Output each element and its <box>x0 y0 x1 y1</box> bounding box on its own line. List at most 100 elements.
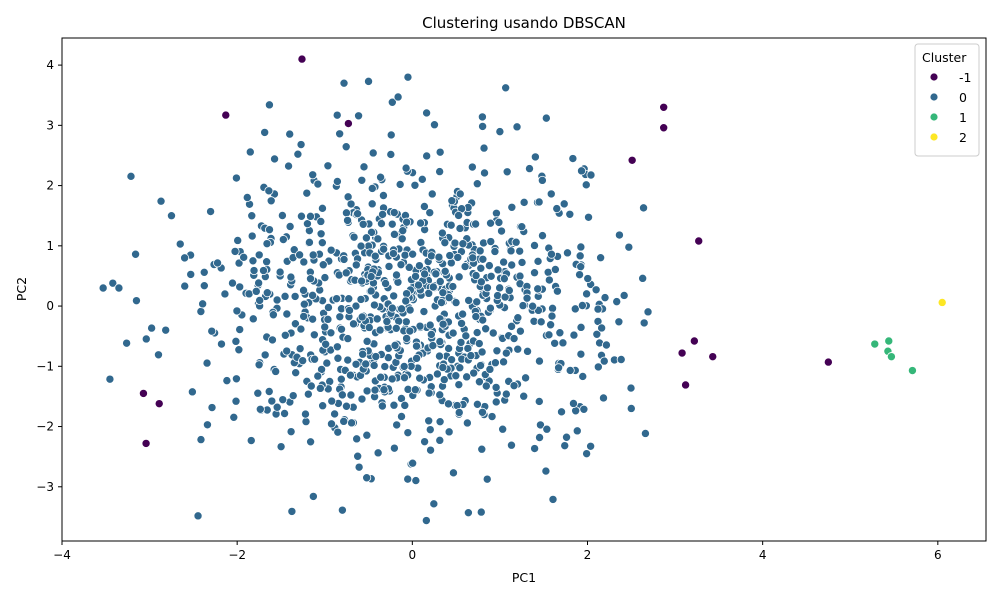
data-point-cluster-0 <box>476 263 486 273</box>
data-point-cluster-0 <box>638 273 648 283</box>
data-point-cluster-0 <box>572 426 582 436</box>
data-point-cluster-0 <box>358 219 368 229</box>
data-point-cluster-0 <box>401 163 411 173</box>
data-point-cluster-0 <box>389 400 399 410</box>
data-point-cluster-0 <box>318 260 328 270</box>
data-point-cluster-0 <box>436 298 446 308</box>
data-point-cluster-0 <box>376 372 386 382</box>
data-point-cluster-0 <box>533 284 543 294</box>
data-point-cluster-0 <box>290 319 300 329</box>
data-point-cluster-0 <box>443 399 453 409</box>
data-point-cluster-0 <box>468 253 478 263</box>
data-point-cluster-0 <box>541 113 551 123</box>
data-point-cluster-0 <box>519 391 529 401</box>
data-point-cluster-0 <box>356 294 366 304</box>
data-point-cluster-0 <box>478 254 488 264</box>
data-point-cluster-0 <box>477 407 487 417</box>
data-point-cluster-0 <box>280 291 290 301</box>
data-point-cluster-0 <box>317 238 327 248</box>
data-point-cluster-0 <box>341 142 351 152</box>
data-point-cluster-0 <box>264 386 274 396</box>
data-point-cluster-0 <box>131 296 141 306</box>
data-point-cluster-0 <box>353 209 363 219</box>
data-point-cluster-0 <box>397 411 407 421</box>
data-point-cluster-0 <box>161 325 171 335</box>
data-point-cluster-0 <box>435 276 445 286</box>
data-point-cluster-0 <box>509 334 519 344</box>
data-point-cluster-0 <box>336 324 346 334</box>
data-point-cluster-0 <box>316 216 326 226</box>
data-point-cluster-0 <box>420 437 430 447</box>
data-point-cluster-0 <box>472 297 482 307</box>
data-point-cluster-0 <box>481 324 491 334</box>
data-point-cluster-0 <box>300 409 310 419</box>
data-point-cluster-0 <box>298 356 308 366</box>
data-point-cluster-0 <box>414 261 424 271</box>
data-point-cluster-0 <box>601 340 611 350</box>
data-point-cluster-0 <box>586 170 596 180</box>
data-point-cluster-0 <box>391 323 401 333</box>
data-point-cluster-0 <box>537 175 547 185</box>
data-point-cluster-0 <box>411 271 421 281</box>
data-point-cluster-0 <box>317 203 327 213</box>
data-point-cluster-0 <box>376 172 386 182</box>
data-point-cluster-0 <box>344 294 354 304</box>
data-point-cluster-0 <box>458 239 468 249</box>
data-point-cluster-0 <box>378 190 388 200</box>
data-point-cluster-0 <box>277 211 287 221</box>
data-point-cluster-0 <box>230 246 240 256</box>
data-point-cluster-0 <box>428 282 438 292</box>
data-point-cluster-0 <box>272 402 282 412</box>
x-tick-label: −4 <box>53 548 71 562</box>
legend-label: 2 <box>959 130 967 145</box>
data-point-cluster-0 <box>362 386 372 396</box>
data-point-cluster-0 <box>278 395 288 405</box>
data-point-cluster-0 <box>247 231 257 241</box>
data-point-cluster-0 <box>141 334 151 344</box>
data-point-cluster--1 <box>297 54 307 64</box>
data-point-cluster-0 <box>299 311 309 321</box>
data-point-cluster-0 <box>389 443 399 453</box>
data-point-cluster-0 <box>530 268 540 278</box>
data-point-cluster-0 <box>512 122 522 132</box>
data-point-cluster-0 <box>519 197 529 207</box>
data-point-cluster-0 <box>400 250 410 260</box>
data-point-cluster-0 <box>447 196 457 206</box>
data-point-cluster-0 <box>346 199 356 209</box>
data-point-cluster-0 <box>254 278 264 288</box>
data-point-cluster-0 <box>486 271 496 281</box>
data-point-cluster-0 <box>390 340 400 350</box>
data-point-cluster-0 <box>362 430 372 440</box>
data-point-cluster-0 <box>367 183 377 193</box>
data-point-cluster-0 <box>454 210 464 220</box>
data-point-cluster-0 <box>454 272 464 282</box>
data-point-cluster-0 <box>422 151 432 161</box>
data-point-cluster--1 <box>677 348 687 358</box>
data-point-cluster-0 <box>308 250 318 260</box>
x-tick-label: 0 <box>409 548 417 562</box>
data-point-cluster-0 <box>295 344 305 354</box>
chart-title: Clustering usando DBSCAN <box>422 14 626 32</box>
data-point-cluster-0 <box>341 208 351 218</box>
data-point-cluster-0 <box>599 393 609 403</box>
data-point-cluster-0 <box>492 346 502 356</box>
data-point-cluster-0 <box>367 199 377 209</box>
data-point-cluster-0 <box>554 363 564 373</box>
data-point-cluster-0 <box>268 310 278 320</box>
data-point-cluster-0 <box>408 249 418 259</box>
data-point-cluster-0 <box>576 322 586 332</box>
data-point-cluster-0 <box>434 351 444 361</box>
data-point-cluster-0 <box>258 266 268 276</box>
data-point-cluster-0 <box>220 289 230 299</box>
data-point-cluster-0 <box>486 218 496 228</box>
data-point-cluster-0 <box>544 275 554 285</box>
data-point-cluster-0 <box>534 396 544 406</box>
data-point-cluster-0 <box>462 372 472 382</box>
data-point-cluster-0 <box>454 407 464 417</box>
data-point-cluster--1 <box>694 236 704 246</box>
data-point-cluster-0 <box>262 239 272 249</box>
data-point-cluster-0 <box>271 366 281 376</box>
data-point-cluster-0 <box>323 161 333 171</box>
data-point-cluster-0 <box>402 289 412 299</box>
y-tick-label: 0 <box>46 299 54 313</box>
